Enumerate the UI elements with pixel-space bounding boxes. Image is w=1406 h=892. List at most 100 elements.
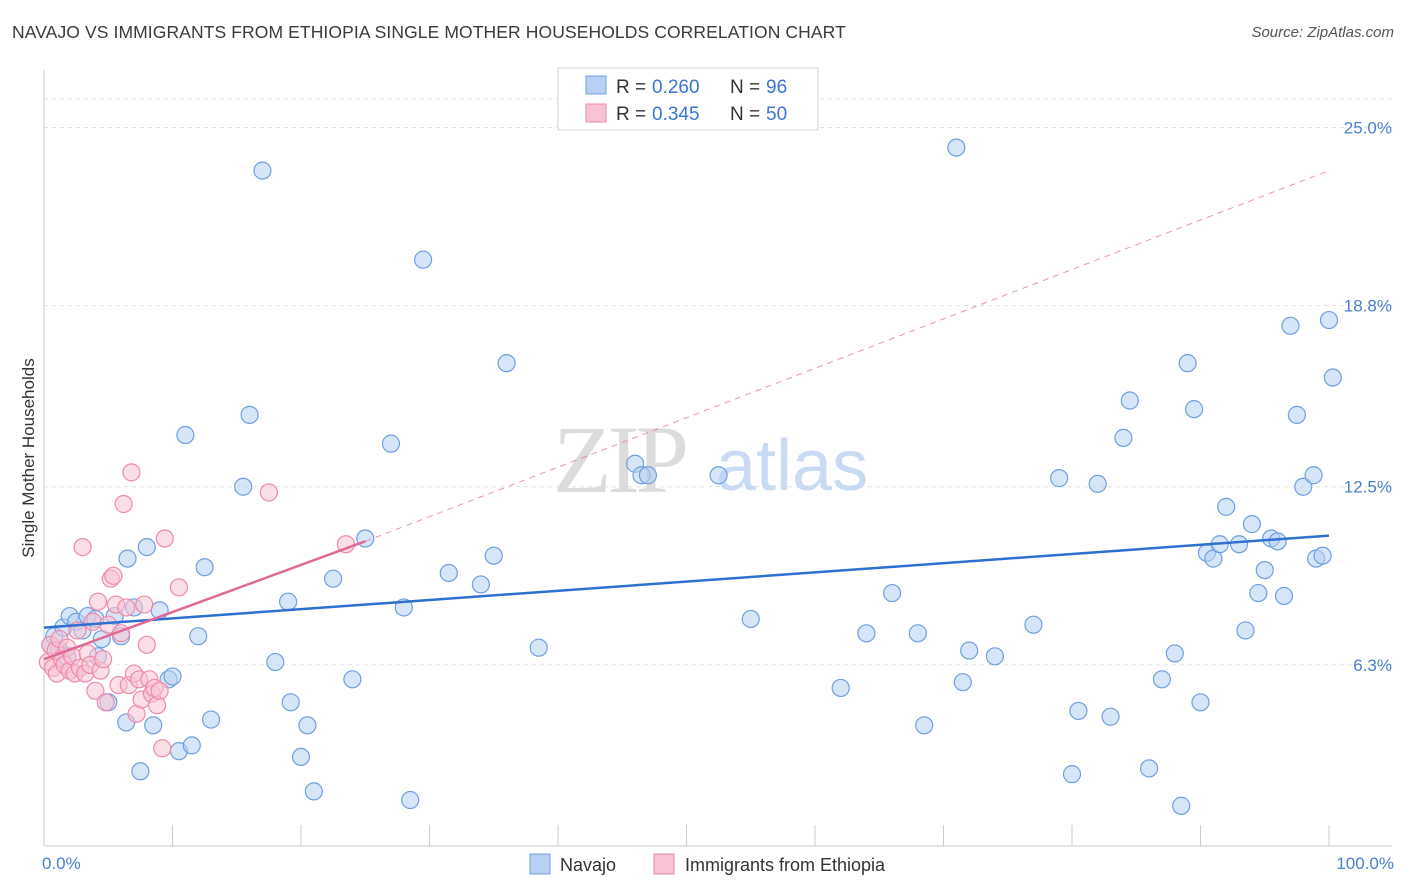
trend-line-ethiopia: [43, 540, 366, 661]
point-navajo-77: [1178, 354, 1197, 373]
point-navajo-98: [1319, 310, 1339, 330]
point-ethiopia-45: [153, 739, 172, 758]
point-navajo-46: [439, 563, 458, 583]
point-navajo-73: [1139, 759, 1159, 778]
point-navajo-63: [960, 641, 979, 660]
point-navajo-32: [253, 161, 272, 180]
bottom-legend-label-navajo: Navajo: [560, 855, 616, 875]
legend-r-label-ethiopia: R =: [616, 104, 646, 125]
point-navajo-65: [1024, 615, 1043, 634]
point-navajo-74: [1152, 670, 1172, 689]
watermark: ZIP atlas: [553, 406, 868, 513]
point-ethiopia-30: [114, 494, 133, 514]
legend-r-label-navajo: R =: [616, 77, 646, 98]
point-navajo-83: [1217, 497, 1236, 516]
point-navajo-57: [857, 624, 876, 643]
series-ethiopia-points: [38, 463, 356, 758]
point-navajo-16: [118, 549, 137, 568]
y-tick-label-3: 25.0%: [1344, 118, 1392, 137]
point-navajo-26: [182, 736, 201, 755]
point-navajo-27: [189, 627, 208, 646]
point-navajo-78: [1184, 400, 1204, 419]
point-navajo-56: [831, 678, 850, 698]
point-navajo-28: [195, 558, 214, 577]
point-navajo-49: [497, 354, 516, 373]
point-navajo-23: [163, 667, 182, 686]
point-navajo-48: [484, 546, 503, 565]
point-navajo-84: [1229, 535, 1249, 554]
watermark-atlas: atlas: [716, 426, 868, 506]
axes: [43, 70, 1392, 847]
y-tick-label-0: 6.3%: [1353, 656, 1392, 675]
point-navajo-62: [953, 673, 972, 692]
point-navajo-58: [882, 583, 902, 603]
point-navajo-67: [1062, 765, 1082, 784]
trend-lines: [43, 170, 1330, 661]
x-tick-label-1: 100.0%: [1336, 854, 1394, 873]
point-ethiopia-47: [169, 578, 189, 597]
legend-n-label-ethiopia: N =: [730, 104, 760, 125]
point-navajo-61: [947, 138, 966, 157]
point-ethiopia-38: [135, 595, 154, 614]
point-navajo-97: [1304, 466, 1323, 485]
point-navajo-34: [279, 592, 298, 611]
point-navajo-76: [1172, 796, 1191, 815]
point-ethiopia-48: [259, 483, 278, 502]
y-axis-label: Single Mother Households: [19, 358, 38, 557]
legend-n-ethiopia: 50: [766, 104, 787, 125]
chart-title: NAVAJO VS IMMIGRANTS FROM ETHIOPIA SINGL…: [12, 22, 846, 42]
point-navajo-33: [266, 652, 285, 672]
point-navajo-71: [1114, 428, 1133, 447]
point-navajo-44: [401, 790, 420, 810]
point-navajo-99: [1323, 368, 1342, 387]
point-navajo-45: [413, 250, 433, 269]
point-ethiopia-46: [155, 529, 174, 548]
point-navajo-47: [471, 575, 490, 594]
point-ethiopia-18: [83, 612, 102, 631]
point-navajo-87: [1249, 583, 1268, 603]
point-navajo-68: [1069, 701, 1088, 721]
point-navajo-96: [1313, 546, 1332, 565]
point-ethiopia-23: [96, 693, 115, 712]
point-navajo-35: [281, 693, 300, 712]
bottom-legend-swatch-navajo: [529, 853, 551, 875]
point-navajo-69: [1088, 474, 1107, 493]
point-navajo-50: [529, 638, 548, 657]
point-navajo-30: [234, 477, 253, 496]
point-navajo-86: [1242, 515, 1262, 534]
point-navajo-20: [144, 716, 163, 735]
y-tick-labels: 6.3% 12.5% 18.8% 25.0%: [1344, 118, 1392, 674]
point-navajo-29: [201, 710, 221, 729]
point-ethiopia-14: [73, 537, 92, 557]
point-navajo-38: [304, 782, 323, 801]
watermark-zip: ZIP: [553, 406, 686, 513]
point-navajo-90: [1268, 532, 1287, 551]
point-navajo-37: [298, 716, 317, 735]
trend-extension-ethiopia: [365, 170, 1330, 542]
x-tick-marks: [172, 825, 1330, 846]
y-tick-label-2: 18.8%: [1344, 297, 1392, 316]
point-navajo-72: [1120, 391, 1139, 410]
point-navajo-39: [324, 569, 343, 588]
legend-n-label-navajo: N =: [730, 77, 760, 98]
point-navajo-53: [638, 466, 658, 485]
point-navajo-79: [1191, 693, 1210, 712]
legend-r-navajo: 0.260: [652, 77, 700, 98]
series-navajo-points: [41, 138, 1342, 815]
legend-box: R = 0.260 N = 96 R = 0.345 N = 50: [557, 67, 819, 131]
point-navajo-25: [176, 425, 195, 445]
point-ethiopia-31: [117, 598, 136, 617]
point-navajo-91: [1274, 586, 1294, 606]
point-navajo-92: [1281, 316, 1300, 335]
point-navajo-70: [1101, 707, 1120, 726]
point-ethiopia-39: [137, 635, 156, 654]
bottom-legend-swatch-ethiopia: [653, 853, 675, 875]
point-navajo-59: [908, 624, 927, 643]
point-navajo-88: [1255, 560, 1274, 580]
point-navajo-18: [131, 762, 150, 781]
point-ethiopia-22: [94, 650, 113, 669]
point-navajo-93: [1287, 405, 1306, 424]
point-navajo-40: [343, 670, 362, 689]
point-navajo-19: [137, 537, 156, 557]
point-navajo-75: [1165, 644, 1184, 663]
